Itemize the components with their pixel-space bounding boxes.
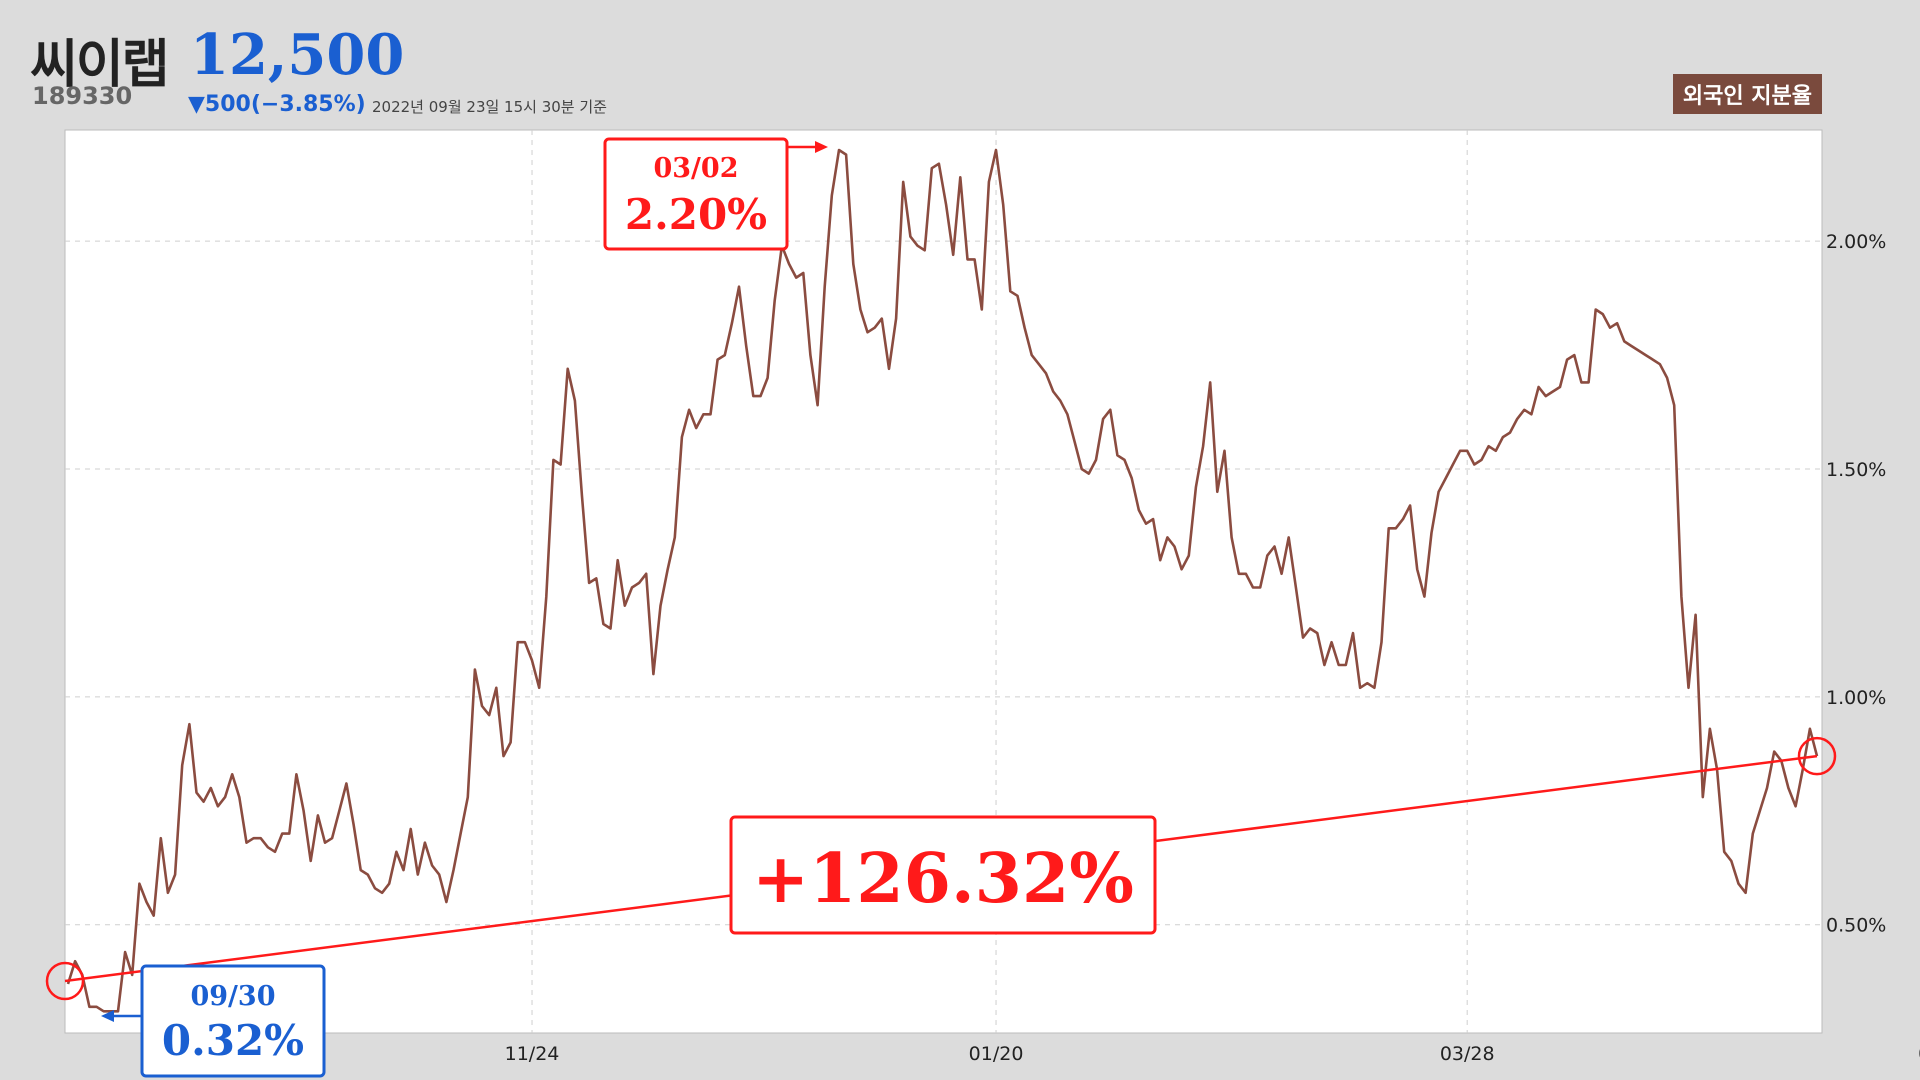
x-tick-label: 05/25 (1918, 1043, 1920, 1065)
stock-name: 씨이랩 (30, 35, 170, 95)
peak-date-label: 03/02 (653, 153, 738, 184)
y-tick-label: 2.00% (1826, 231, 1886, 253)
price-change: ▼500(−3.85%) (188, 92, 366, 117)
start-marker-circle (45, 961, 85, 1001)
x-tick-label: 01/20 (969, 1043, 1024, 1065)
end-marker-circle (1797, 736, 1837, 776)
start-annotation: 09/30 0.32% (101, 964, 326, 1078)
change-percent-label: +126.32% (752, 839, 1134, 919)
series-line (66, 148, 1819, 1013)
peak-value-label: 2.20% (625, 190, 767, 239)
peak-annotation: 03/02 2.20% (603, 137, 828, 251)
change-annotation: +126.32% (729, 815, 1157, 935)
x-tick-label: 11/24 (505, 1043, 560, 1065)
start-date-label: 09/30 (190, 981, 275, 1012)
y-tick-label: 1.50% (1826, 459, 1886, 481)
y-tick-label: 1.00% (1826, 687, 1886, 709)
stock-price: 12,500 (190, 22, 405, 88)
x-tick-label: 03/28 (1440, 1043, 1495, 1065)
start-arrow-head (101, 1010, 114, 1022)
stock-code: 189330 (32, 82, 133, 110)
timestamp: 2022년 09월 23일 15시 30분 기준 (372, 98, 607, 116)
peak-arrow-head (815, 141, 828, 153)
start-value-label: 0.32% (162, 1016, 304, 1065)
chart-title-badge: 외국인 지분율 (1672, 74, 1822, 114)
y-tick-label: 0.50% (1826, 915, 1886, 937)
